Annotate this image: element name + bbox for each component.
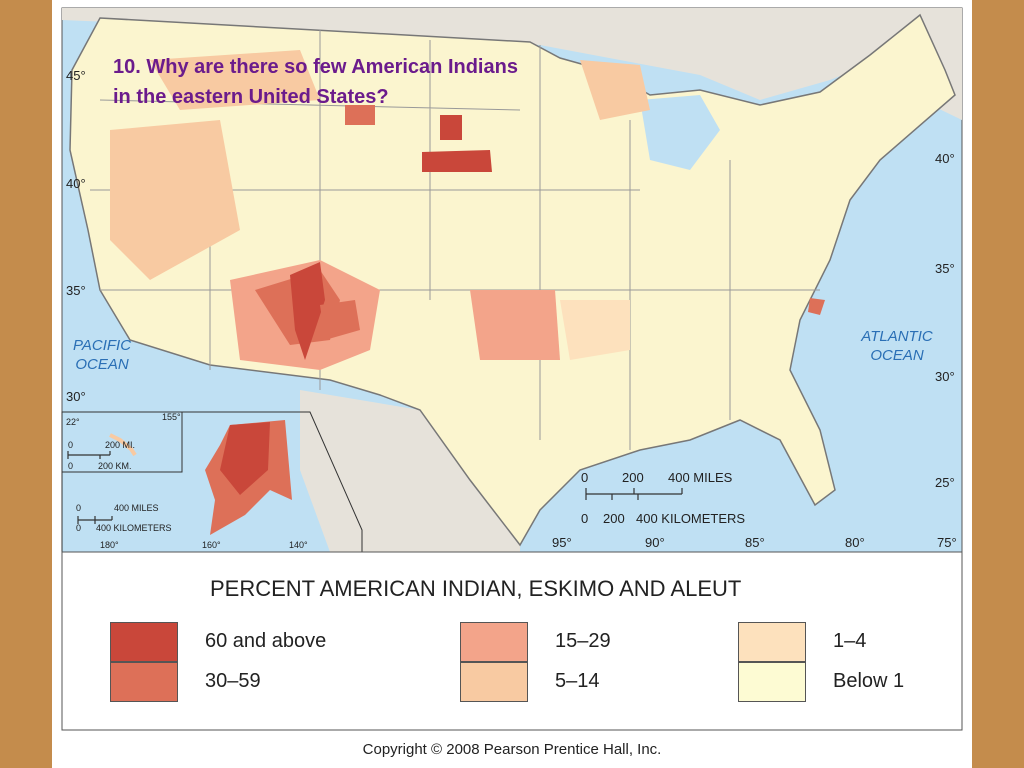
- ocean-label: PACIFIC OCEAN: [72, 337, 132, 373]
- latitude-label: 25°: [935, 475, 955, 490]
- density-area: [560, 300, 630, 360]
- longitude-label: 80°: [845, 535, 865, 550]
- longitude-label: 180°: [100, 540, 119, 550]
- density-area: [110, 120, 240, 280]
- scale-label: 200: [603, 511, 625, 526]
- legend-title: PERCENT AMERICAN INDIAN, ESKIMO AND ALEU…: [210, 576, 742, 601]
- side-border: [0, 0, 52, 768]
- copyright: Copyright © 2008 Pearson Prentice Hall, …: [362, 741, 662, 758]
- legend-label: 15–29: [555, 630, 611, 652]
- density-area: [580, 60, 650, 120]
- scale-label: 400 MILES: [668, 470, 733, 485]
- mexico: [300, 390, 520, 552]
- scale-label: 0: [68, 461, 74, 471]
- scale-bar: [67, 451, 683, 524]
- legend-swatch: [460, 622, 528, 662]
- density-area: [320, 300, 360, 340]
- density-area: [440, 115, 462, 140]
- density-area: [150, 50, 320, 110]
- scale-label: 0: [76, 523, 82, 533]
- legend-label: 30–59: [205, 670, 261, 692]
- longitude-label: 75°: [937, 535, 957, 550]
- scale-label: 400 KILOMETERS: [96, 523, 172, 533]
- question: 10. Why are there so few American Indian…: [113, 56, 518, 108]
- legend-label: Below 1: [833, 670, 905, 692]
- scale-label: 0: [581, 511, 589, 526]
- density-area: [290, 262, 325, 360]
- legend-label: 60 and above: [205, 630, 327, 652]
- latitude-label: 35°: [935, 261, 955, 276]
- latitude-label: 40°: [66, 176, 86, 191]
- latitude-label: 30°: [66, 389, 86, 404]
- latitude-label: 30°: [935, 369, 955, 384]
- longitude-label: 85°: [745, 535, 765, 550]
- legend-label: 5–14: [555, 670, 600, 692]
- scale-label: 200 MI.: [105, 440, 136, 450]
- scale-label: 200 KM.: [98, 461, 132, 471]
- latitude-label: 45°: [66, 68, 86, 83]
- ocean-label: ATLANTIC OCEAN: [861, 328, 933, 364]
- hawaii: [109, 433, 137, 457]
- alaska-core: [220, 422, 270, 495]
- legend-label: 1–4: [833, 630, 867, 652]
- longitude-label: 140°: [289, 540, 308, 550]
- scale-label: 400 KILOMETERS: [636, 511, 746, 526]
- longitude-label: 160°: [202, 540, 221, 550]
- latitude-label: 35°: [66, 283, 86, 298]
- side-border: [972, 0, 1024, 768]
- scale-label: 0: [68, 440, 74, 450]
- scale-label: 400 MILES: [114, 503, 159, 513]
- inset-label: 22°: [66, 417, 80, 427]
- density-area: [808, 298, 825, 315]
- density-areas: [110, 50, 825, 370]
- usa: [69, 13, 956, 547]
- longitude-label: 90°: [645, 535, 665, 550]
- density-area: [422, 150, 492, 172]
- latitude-label: 40°: [935, 151, 955, 166]
- inset-label: 155°: [162, 412, 181, 422]
- density-area: [470, 290, 560, 360]
- canada: [62, 8, 962, 120]
- great-lakes: [640, 95, 720, 170]
- density-area: [345, 105, 375, 125]
- legend-swatch: [110, 662, 178, 702]
- longitude-label: 95°: [552, 535, 572, 550]
- scale-label: 0: [581, 470, 589, 485]
- scale-label: 0: [76, 503, 82, 513]
- legend-swatch: [110, 622, 178, 662]
- scale-label: 200: [622, 470, 644, 485]
- legend-swatch: [460, 662, 528, 702]
- legend-swatch: [738, 662, 806, 702]
- legend-swatch: [738, 622, 806, 662]
